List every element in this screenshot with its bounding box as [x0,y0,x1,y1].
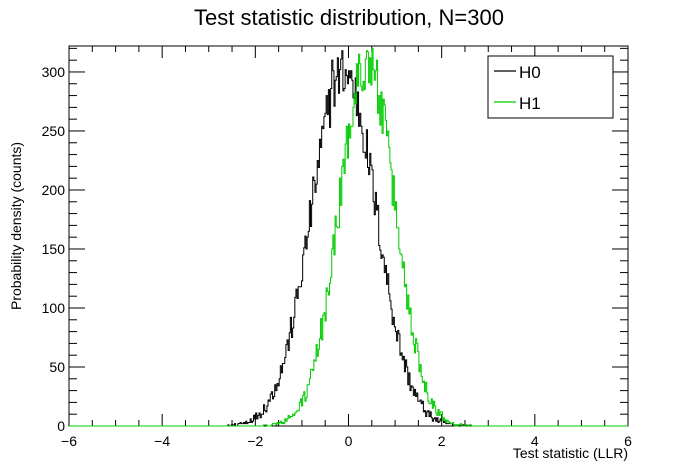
y-axis-label: Probability density (counts) [8,142,24,310]
x-tick-label: −6 [61,433,77,449]
x-tick-label: 4 [531,433,539,449]
x-tick-label: −4 [154,433,170,449]
x-axis: −6 −4 −2 0 2 4 6 [61,46,632,449]
x-tick-label: 6 [624,433,632,449]
legend-item-h0: H0 [494,63,541,82]
legend-item-h1: H1 [494,94,541,113]
y-tick-label: 0 [57,418,65,434]
y-tick-label: 300 [42,64,66,80]
series-h1-histogram [69,47,628,427]
y-tick-label: 200 [42,182,66,198]
y-tick-label: 100 [42,300,66,316]
x-tick-label: 0 [345,433,353,449]
x-tick-label: −2 [247,433,263,449]
y-tick-label: 150 [42,241,66,257]
chart-title: Test statistic distribution, N=300 [194,5,504,30]
y-tick-label: 50 [49,359,65,375]
y-tick-label: 250 [42,123,66,139]
legend-label-h1: H1 [519,94,541,113]
x-axis-label: Test statistic (LLR) [513,445,628,461]
legend: H0 H1 [487,55,614,119]
y-axis: 0 50 100 150 200 250 300 [42,47,628,434]
series-layer [69,47,628,427]
x-tick-label: 2 [438,433,446,449]
legend-box [487,55,614,119]
legend-label-h0: H0 [519,63,541,82]
